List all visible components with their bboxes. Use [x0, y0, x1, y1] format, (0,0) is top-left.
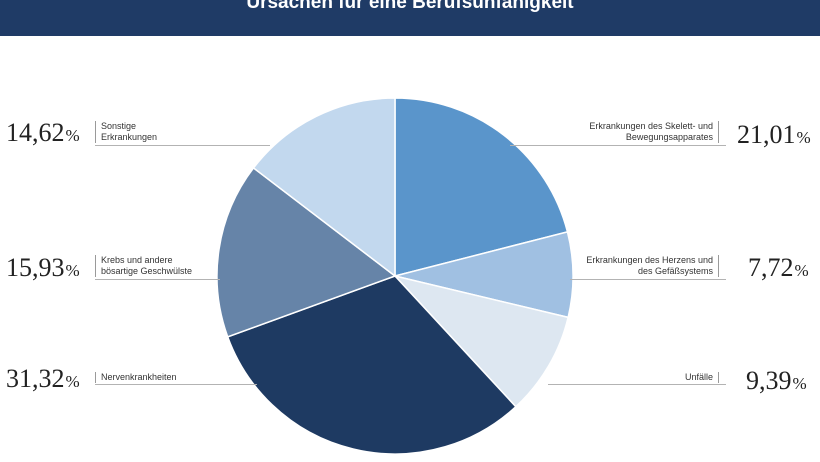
slice-label-other-line-2: Erkrankungen — [101, 132, 158, 142]
leader-line-other — [95, 145, 270, 146]
slice-label-nerve: Nervenkrankheiten — [95, 372, 177, 383]
slice-value-skeleton-number: 21,01 — [737, 120, 796, 149]
slice-label-skeleton: Erkrankungen des Skelett- und Bewegungsa… — [589, 121, 719, 143]
leader-line-heart — [570, 279, 726, 280]
pie-slice-skeleton — [394, 97, 569, 277]
slice-value-nerve: 31,32% — [6, 366, 80, 392]
pie-slice-other — [252, 97, 396, 278]
chart-title: Ursachen für eine Berufsunfähigkeit — [246, 0, 574, 13]
slice-value-other-number: 14,62 — [6, 118, 65, 147]
leader-line-accident — [548, 384, 726, 385]
slice-value-accident-number: 9,39 — [746, 366, 792, 395]
slice-value-cancer-number: 15,93 — [6, 253, 65, 282]
pie-slice-accident — [392, 274, 570, 408]
leader-line-cancer — [95, 279, 220, 280]
slice-value-skeleton: 21,01% — [737, 122, 811, 148]
slice-value-cancer-unit: % — [65, 261, 80, 280]
slice-label-skeleton-line-1: Erkrankungen des Skelett- und — [589, 121, 713, 131]
header-bar: Ursachen für eine Berufsunfähigkeit — [0, 0, 820, 36]
slice-label-nerve-line-1: Nervenkrankheiten — [101, 372, 177, 382]
pie-slice-cancer — [216, 166, 397, 338]
slice-label-cancer: Krebs und andere bösartige Geschwülste — [95, 255, 192, 277]
leader-line-skeleton — [510, 145, 726, 146]
slice-label-cancer-line-1: Krebs und andere — [101, 255, 173, 265]
slice-label-heart-line-1: Erkrankungen des Herzens und — [586, 255, 713, 265]
slice-label-skeleton-line-2: Bewegungsapparates — [625, 132, 713, 142]
slice-value-heart-number: 7,72 — [748, 253, 794, 282]
leader-line-nerve — [95, 384, 257, 385]
slice-label-other: Sonstige Erkrankungen — [95, 121, 157, 143]
slice-label-heart: Erkrankungen des Herzens und des Gefäßsy… — [586, 255, 719, 277]
slice-label-accident-line-1: Unfälle — [684, 372, 713, 382]
slice-value-other-unit: % — [65, 126, 80, 145]
slice-value-nerve-unit: % — [65, 372, 80, 391]
slice-label-heart-line-2: des Gefäßsystems — [637, 266, 713, 276]
slice-value-cancer: 15,93% — [6, 255, 80, 281]
slice-label-other-line-1: Sonstige — [101, 121, 137, 131]
pie-slice-nerve — [226, 275, 517, 455]
slice-value-heart-unit: % — [794, 261, 809, 280]
slice-value-skeleton-unit: % — [796, 128, 811, 147]
slice-value-heart: 7,72% — [748, 255, 809, 281]
slice-value-accident: 9,39% — [746, 368, 807, 394]
slice-label-cancer-line-2: bösartige Geschwülste — [101, 266, 193, 276]
slice-value-other: 14,62% — [6, 120, 80, 146]
slice-value-nerve-number: 31,32 — [6, 364, 65, 393]
slice-value-accident-unit: % — [792, 374, 807, 393]
slice-label-accident: Unfälle — [685, 372, 719, 383]
